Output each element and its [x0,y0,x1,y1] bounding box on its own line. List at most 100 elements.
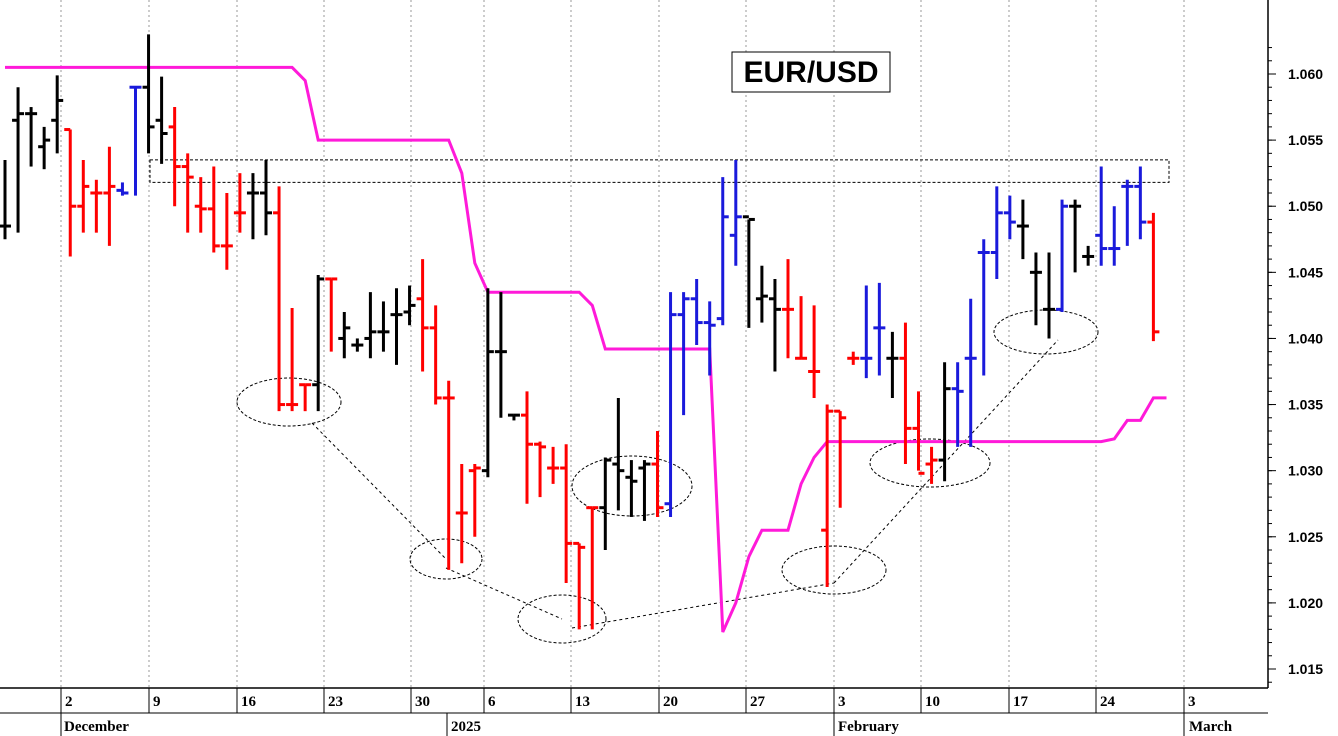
x-tick-label: 3 [838,694,846,710]
ohlc-bar [586,506,599,630]
ohlc-bar [521,391,533,504]
ohlc-bar [455,464,468,564]
x-tick-label: 17 [1013,694,1029,710]
ohlc-bar [638,460,651,521]
x-tick-label: 20 [663,694,678,710]
ohlc-bar [951,362,964,447]
title-box [731,51,891,93]
ohlc-bar [403,285,416,326]
ohlc-bar [938,362,951,482]
ohlc-bar [690,278,703,346]
ohlc-bar [494,292,507,418]
trend-line [833,339,1059,584]
swing-low-ellipse [409,538,483,580]
y-tick-label: 1.025 [1288,529,1323,545]
ohlc-bars [0,34,1160,630]
ohlc-bar [534,441,547,498]
ohlc-bar [716,177,729,326]
y-tick-label: 1.060 [1288,66,1323,82]
swing-low-ellipse [517,594,607,644]
pattern-annotations [149,159,1170,644]
y-tick-label: 1.015 [1288,661,1323,677]
ohlc-bar [312,274,325,412]
ohlc-bar [821,404,834,588]
ohlc-bar [129,85,142,196]
ohlc-bar [481,288,494,478]
ohlc-bar [664,292,677,517]
ohlc-bar [233,173,246,233]
ohlc-bar [377,301,390,352]
ohlc-bar [116,182,129,196]
ohlc-bar [1056,199,1069,312]
x-tick-label: 23 [328,694,343,710]
y-axis: 1.015 1.020 1.025 1.030 1.035 1.040 1.045 1.050… [1268,47,1323,683]
ohlc-bar [1134,166,1147,240]
ohlc-bar [912,391,925,475]
y-tick-label: 1.045 [1288,264,1323,280]
swing-low-ellipse [781,545,887,595]
ohlc-bar [847,351,860,365]
ohlc-bar [299,383,312,412]
ohlc-bar [834,409,847,508]
ohlc-bar [1043,252,1055,339]
swing-low-ellipse [236,377,342,427]
trend-line [571,582,835,629]
trailing-stop-line [5,65,1167,633]
ohlc-bar [442,380,455,570]
x-month-label: December [64,719,129,735]
ohlc-bar [25,107,38,167]
x-tick-label: 10 [925,694,940,710]
ohlc-bar [782,259,794,359]
chart-title: EUR/USD [743,56,878,89]
ohlc-bar [220,193,233,270]
ohlc-bar [260,159,272,236]
ohlc-bar [51,75,64,154]
ohlc-bar [1082,245,1095,266]
y-tick-label: 1.050 [1288,198,1323,214]
ohlc-bar [468,464,481,537]
x-month-label: March [1189,719,1233,735]
ohlc-bar [390,288,403,365]
ohlc-bar [507,413,520,421]
trend-line [311,422,447,560]
ohlc-bar [977,239,990,376]
ohlc-bar [64,128,77,257]
ohlc-bar [286,308,299,412]
y-tick-label: 1.030 [1288,463,1323,479]
x-tick-label: 16 [241,694,257,710]
ohlc-bar [612,397,625,511]
ohlc-bar [729,159,742,266]
y-tick-label: 1.055 [1288,132,1323,148]
ohlc-bar [364,292,377,359]
ohlc-bar [416,259,429,372]
ohlc-bar [142,34,155,154]
y-tick-label: 1.035 [1288,397,1323,413]
x-tick-label: 2 [65,694,73,710]
ohlc-bar [12,87,25,233]
ohlc-bar [1147,212,1160,342]
ohlc-bar [0,159,11,240]
ohlc-bar [899,322,912,465]
x-tick-label: 6 [488,694,496,710]
ohlc-bar [90,179,103,233]
ohlc-bar [38,126,51,170]
ohlc-bar [325,277,338,352]
ohlc-bar [1016,199,1029,260]
y-tick-label: 1.020 [1288,595,1323,611]
ohlc-bar [625,460,638,517]
ohlc-bar [246,173,259,240]
x-tick-label: 13 [575,694,590,710]
x-tick-label: 9 [153,694,161,710]
x-month-label: 2025 [451,719,481,735]
ohlc-bar [860,285,873,379]
ohlc-bar [155,76,168,164]
ohlc-bar [990,186,1003,279]
y-tick-label: 1.040 [1288,330,1323,346]
ohlc-bar [273,186,286,412]
ohlc-bar [795,296,808,360]
x-axis: 2 9 16 23 30 6 13 20 27 3 10 17 24 3 December 2025 Febru… [60,688,1233,736]
ohlc-bar [677,292,690,416]
ohlc-bar [573,541,586,630]
ohlc-bar [351,338,364,352]
ohlc-bar [755,265,768,323]
